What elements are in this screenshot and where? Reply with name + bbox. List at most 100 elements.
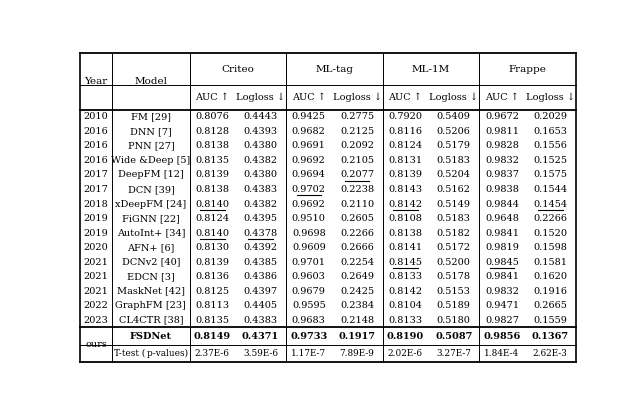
Text: 0.2148: 0.2148 [340, 316, 374, 325]
Text: 0.8133: 0.8133 [388, 272, 422, 281]
Text: 0.9844: 0.9844 [485, 199, 519, 209]
Text: 0.9682: 0.9682 [292, 127, 326, 136]
Text: FM [29]: FM [29] [131, 112, 171, 121]
Text: 0.5189: 0.5189 [436, 301, 470, 310]
Text: DCN [39]: DCN [39] [127, 185, 174, 194]
Text: 0.2254: 0.2254 [340, 257, 374, 267]
Text: 0.9832: 0.9832 [485, 287, 519, 296]
Text: AUC ↑: AUC ↑ [388, 93, 422, 102]
Text: 0.9648: 0.9648 [485, 214, 519, 223]
Text: 0.8133: 0.8133 [388, 316, 422, 325]
Text: ML-tag: ML-tag [316, 65, 353, 74]
Text: 0.8128: 0.8128 [195, 127, 229, 136]
Text: PNN [27]: PNN [27] [127, 141, 174, 150]
Text: 0.1916: 0.1916 [533, 287, 567, 296]
Text: 0.9692: 0.9692 [292, 199, 326, 209]
Text: 0.5178: 0.5178 [436, 272, 470, 281]
Text: 0.9698: 0.9698 [292, 229, 326, 237]
Text: DNN [7]: DNN [7] [130, 127, 172, 136]
Text: 0.8113: 0.8113 [195, 301, 229, 310]
Text: 0.2110: 0.2110 [340, 199, 374, 209]
Text: 0.2665: 0.2665 [533, 301, 567, 310]
Text: 2010: 2010 [84, 112, 108, 121]
Text: 0.4392: 0.4392 [243, 243, 278, 252]
Text: 2.62E-3: 2.62E-3 [533, 349, 568, 358]
Text: GraphFM [23]: GraphFM [23] [115, 301, 186, 310]
Text: 0.5409: 0.5409 [436, 112, 470, 121]
Text: 1.84E-4: 1.84E-4 [484, 349, 520, 358]
Text: 0.8138: 0.8138 [195, 141, 229, 150]
Text: 0.8139: 0.8139 [195, 171, 229, 179]
Text: 0.4382: 0.4382 [243, 199, 278, 209]
Text: 0.4380: 0.4380 [243, 141, 278, 150]
Text: 0.1917: 0.1917 [339, 332, 376, 341]
Text: 0.1454: 0.1454 [533, 199, 568, 209]
Text: 0.8124: 0.8124 [195, 214, 229, 223]
Text: 0.8139: 0.8139 [195, 257, 229, 267]
Text: 2.02E-6: 2.02E-6 [388, 349, 423, 358]
Text: 0.8116: 0.8116 [388, 127, 422, 136]
Text: 0.8108: 0.8108 [388, 214, 422, 223]
Text: 0.4378: 0.4378 [243, 229, 278, 237]
Text: 0.9471: 0.9471 [485, 301, 519, 310]
Text: 0.1544: 0.1544 [533, 185, 568, 194]
Text: 0.4371: 0.4371 [242, 332, 279, 341]
Text: AUC ↑: AUC ↑ [292, 93, 326, 102]
Text: AutoInt+ [34]: AutoInt+ [34] [116, 229, 185, 237]
Text: 0.8149: 0.8149 [194, 332, 231, 341]
Text: 0.9683: 0.9683 [292, 316, 326, 325]
Text: 2.37E-6: 2.37E-6 [195, 349, 230, 358]
Text: 0.4382: 0.4382 [243, 156, 278, 165]
Text: 0.8138: 0.8138 [195, 185, 229, 194]
Text: 0.5206: 0.5206 [436, 127, 470, 136]
Text: 0.1575: 0.1575 [533, 171, 567, 179]
Text: Logloss ↓: Logloss ↓ [236, 93, 285, 102]
Text: 0.1556: 0.1556 [533, 141, 567, 150]
Text: 0.5182: 0.5182 [436, 229, 470, 237]
Text: 0.5087: 0.5087 [435, 332, 472, 341]
Text: 2018: 2018 [84, 199, 108, 209]
Text: CL4CTR [38]: CL4CTR [38] [118, 316, 183, 325]
Text: 0.8131: 0.8131 [388, 156, 422, 165]
Text: 0.4385: 0.4385 [243, 257, 278, 267]
Text: 0.9609: 0.9609 [292, 243, 326, 252]
Text: FiGNN [22]: FiGNN [22] [122, 214, 180, 223]
Text: 0.9832: 0.9832 [485, 156, 519, 165]
Text: 2016: 2016 [84, 127, 108, 136]
Text: 2017: 2017 [84, 171, 109, 179]
Text: xDeepFM [24]: xDeepFM [24] [115, 199, 186, 209]
Text: 2016: 2016 [84, 156, 108, 165]
Text: 2020: 2020 [84, 243, 108, 252]
Text: 0.4386: 0.4386 [243, 272, 278, 281]
Text: T-test (: T-test ( [0, 417, 1, 418]
Text: 0.8141: 0.8141 [388, 243, 422, 252]
Text: 0.8104: 0.8104 [388, 301, 422, 310]
Text: Wide &Deep [5]: Wide &Deep [5] [111, 156, 191, 165]
Text: 0.1520: 0.1520 [533, 229, 567, 237]
Text: 0.8135: 0.8135 [195, 156, 229, 165]
Text: 0.9819: 0.9819 [485, 243, 519, 252]
Text: 0.1581: 0.1581 [533, 257, 567, 267]
Text: 0.4443: 0.4443 [243, 112, 278, 121]
Text: 0.9694: 0.9694 [292, 171, 326, 179]
Text: 0.9828: 0.9828 [485, 141, 519, 150]
Text: 3.27E-7: 3.27E-7 [436, 349, 471, 358]
Text: 0.9691: 0.9691 [292, 141, 326, 150]
Text: EDCN [3]: EDCN [3] [127, 272, 175, 281]
Text: 0.5162: 0.5162 [436, 185, 470, 194]
Text: 0.9701: 0.9701 [292, 257, 326, 267]
Text: 0.5183: 0.5183 [436, 156, 470, 165]
Text: 0.2425: 0.2425 [340, 287, 374, 296]
Text: 3.59E-6: 3.59E-6 [243, 349, 278, 358]
Text: 0.9702: 0.9702 [292, 185, 326, 194]
Text: 0.9692: 0.9692 [292, 156, 326, 165]
Text: 0.4393: 0.4393 [243, 127, 278, 136]
Text: 0.2775: 0.2775 [340, 112, 374, 121]
Text: 0.8140: 0.8140 [195, 229, 229, 237]
Text: 0.4380: 0.4380 [243, 171, 278, 179]
Text: 0.9837: 0.9837 [485, 171, 519, 179]
Text: 2022: 2022 [84, 301, 109, 310]
Text: Logloss ↓: Logloss ↓ [526, 93, 575, 102]
Text: 0.9841: 0.9841 [485, 229, 519, 237]
Text: 0.8124: 0.8124 [388, 141, 422, 150]
